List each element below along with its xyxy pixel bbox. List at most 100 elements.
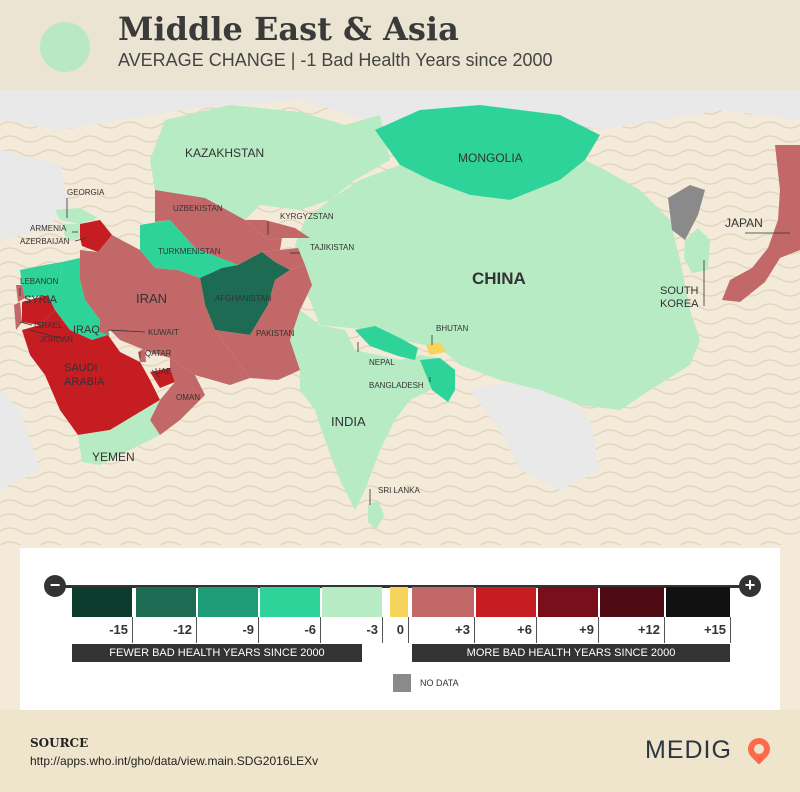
minus-icon: − <box>44 575 66 597</box>
legend-tick-label: +9 <box>579 622 594 637</box>
region-iraq <box>48 258 110 340</box>
label-bangladesh: BANGLADESH <box>369 381 424 390</box>
fewer-bar: FEWER BAD HEALTH YEARS SINCE 2000 <box>72 644 362 662</box>
nodata-swatch <box>393 674 411 692</box>
leader-kuwait <box>107 329 146 333</box>
label-south-korea-1: SOUTH <box>660 285 699 297</box>
source-link[interactable]: http://apps.who.int/gho/data/view.main.S… <box>30 754 319 768</box>
region-turkmenistan <box>140 220 238 278</box>
legend-tick <box>408 617 409 643</box>
label-lebanon: LEBANON <box>20 277 58 286</box>
label-turkmenistan: TURKMENISTAN <box>158 247 221 256</box>
scale-line <box>54 585 750 588</box>
label-south-korea-2: KOREA <box>660 298 699 310</box>
plus-icon: + <box>739 575 761 597</box>
label-qatar: QATAR <box>145 349 172 358</box>
legend-swatch <box>390 587 408 617</box>
region-south-korea <box>684 228 710 273</box>
legend-tick <box>196 617 197 643</box>
header: Middle East & Asia AVERAGE CHANGE | -1 B… <box>0 0 800 90</box>
decorative-circle <box>40 22 90 72</box>
legend-swatch <box>260 587 320 617</box>
region-sri-lanka <box>368 500 384 530</box>
land-north <box>0 90 800 130</box>
region-pakistan <box>215 265 312 380</box>
label-afghanistan: AFGHANISTAN <box>215 294 272 303</box>
page-subtitle: AVERAGE CHANGE | -1 Bad Health Years sin… <box>118 50 553 70</box>
legend-swatch <box>476 587 536 617</box>
source-heading: SOURCE <box>30 736 89 750</box>
land-africa <box>0 390 40 490</box>
legend-tick-label: -6 <box>304 622 316 637</box>
region-bangladesh <box>420 358 455 402</box>
region-armenia <box>62 224 80 240</box>
region-kazakhstan <box>150 105 390 220</box>
legend-tick <box>320 617 321 643</box>
land-west <box>0 150 70 240</box>
legend-swatch <box>322 587 382 617</box>
label-kazakhstan: KAZAKHSTAN <box>185 146 264 160</box>
region-kuwait <box>100 320 110 335</box>
legend-tick <box>730 617 731 643</box>
legend-tick-label: +12 <box>637 622 660 637</box>
legend-swatch <box>412 587 474 617</box>
region-yemen <box>78 400 160 465</box>
legend-tick-label: +15 <box>703 622 726 637</box>
label-mongolia: MONGOLIA <box>458 151 523 165</box>
label-kyrgyzstan: KYRGYZSTAN <box>280 212 334 221</box>
region-jordan <box>22 295 55 325</box>
region-bhutan <box>426 342 446 355</box>
region-israel <box>14 302 22 330</box>
label-china: CHINA <box>472 269 526 288</box>
nodata-label: NO DATA <box>420 678 459 688</box>
region-uae <box>150 368 175 388</box>
region-nepal <box>355 326 418 360</box>
legend-tick-label: +3 <box>455 622 470 637</box>
legend-swatch <box>198 587 258 617</box>
label-armenia: ARMENIA <box>30 224 67 233</box>
legend-tick-label: -9 <box>242 622 254 637</box>
label-pakistan: PAKISTAN <box>256 329 295 338</box>
legend-tick <box>474 617 475 643</box>
region-syria <box>20 262 62 298</box>
label-uzbekistan: UZBEKISTAN <box>173 204 223 213</box>
legend-tick <box>664 617 665 643</box>
legend-swatch <box>72 587 132 617</box>
label-bhutan: BHUTAN <box>436 324 469 333</box>
legend-tick <box>598 617 599 643</box>
region-kyrgyzstan <box>245 220 310 240</box>
region-china <box>295 160 700 410</box>
label-yemen: YEMEN <box>92 450 135 464</box>
label-georgia: GEORGIA <box>67 188 105 197</box>
label-saudi-2: ARABIA <box>64 376 105 388</box>
legend: − + FEWER BAD HEALTH YEARS SINCE 2000 MO… <box>20 548 780 710</box>
region-qatar <box>138 348 146 362</box>
region-uzbekistan <box>155 190 282 265</box>
label-saudi-1: SAUDI <box>64 362 98 374</box>
legend-tick <box>382 617 383 643</box>
label-india: INDIA <box>331 414 366 429</box>
region-oman <box>150 358 205 435</box>
leader-azerbaijan <box>74 237 87 242</box>
region-afghanistan <box>200 252 290 335</box>
map: KAZAKHSTAN MONGOLIA CHINA JAPAN SOUTH KO… <box>0 90 800 545</box>
label-nepal: NEPAL <box>369 358 395 367</box>
more-bar: MORE BAD HEALTH YEARS SINCE 2000 <box>412 644 730 662</box>
label-oman: OMAN <box>176 393 200 402</box>
leader-israel <box>19 321 33 326</box>
legend-tick <box>258 617 259 643</box>
leader-jordan <box>29 329 61 339</box>
region-tajikistan <box>262 248 305 270</box>
label-iran: IRAN <box>136 291 167 306</box>
location-pin-icon <box>743 733 775 765</box>
legend-swatch <box>136 587 196 617</box>
label-azerbaijan: AZERBAIJAN <box>20 237 70 246</box>
region-saudi-arabia <box>22 310 160 435</box>
region-north-korea <box>668 185 705 240</box>
legend-swatch <box>666 587 730 617</box>
footer: SOURCE http://apps.who.int/gho/data/view… <box>0 710 800 792</box>
region-mongolia <box>375 105 600 200</box>
label-japan: JAPAN <box>725 216 763 230</box>
label-tajikistan: TAJIKISTAN <box>310 243 354 252</box>
label-jordan: JORDAN <box>40 335 73 344</box>
